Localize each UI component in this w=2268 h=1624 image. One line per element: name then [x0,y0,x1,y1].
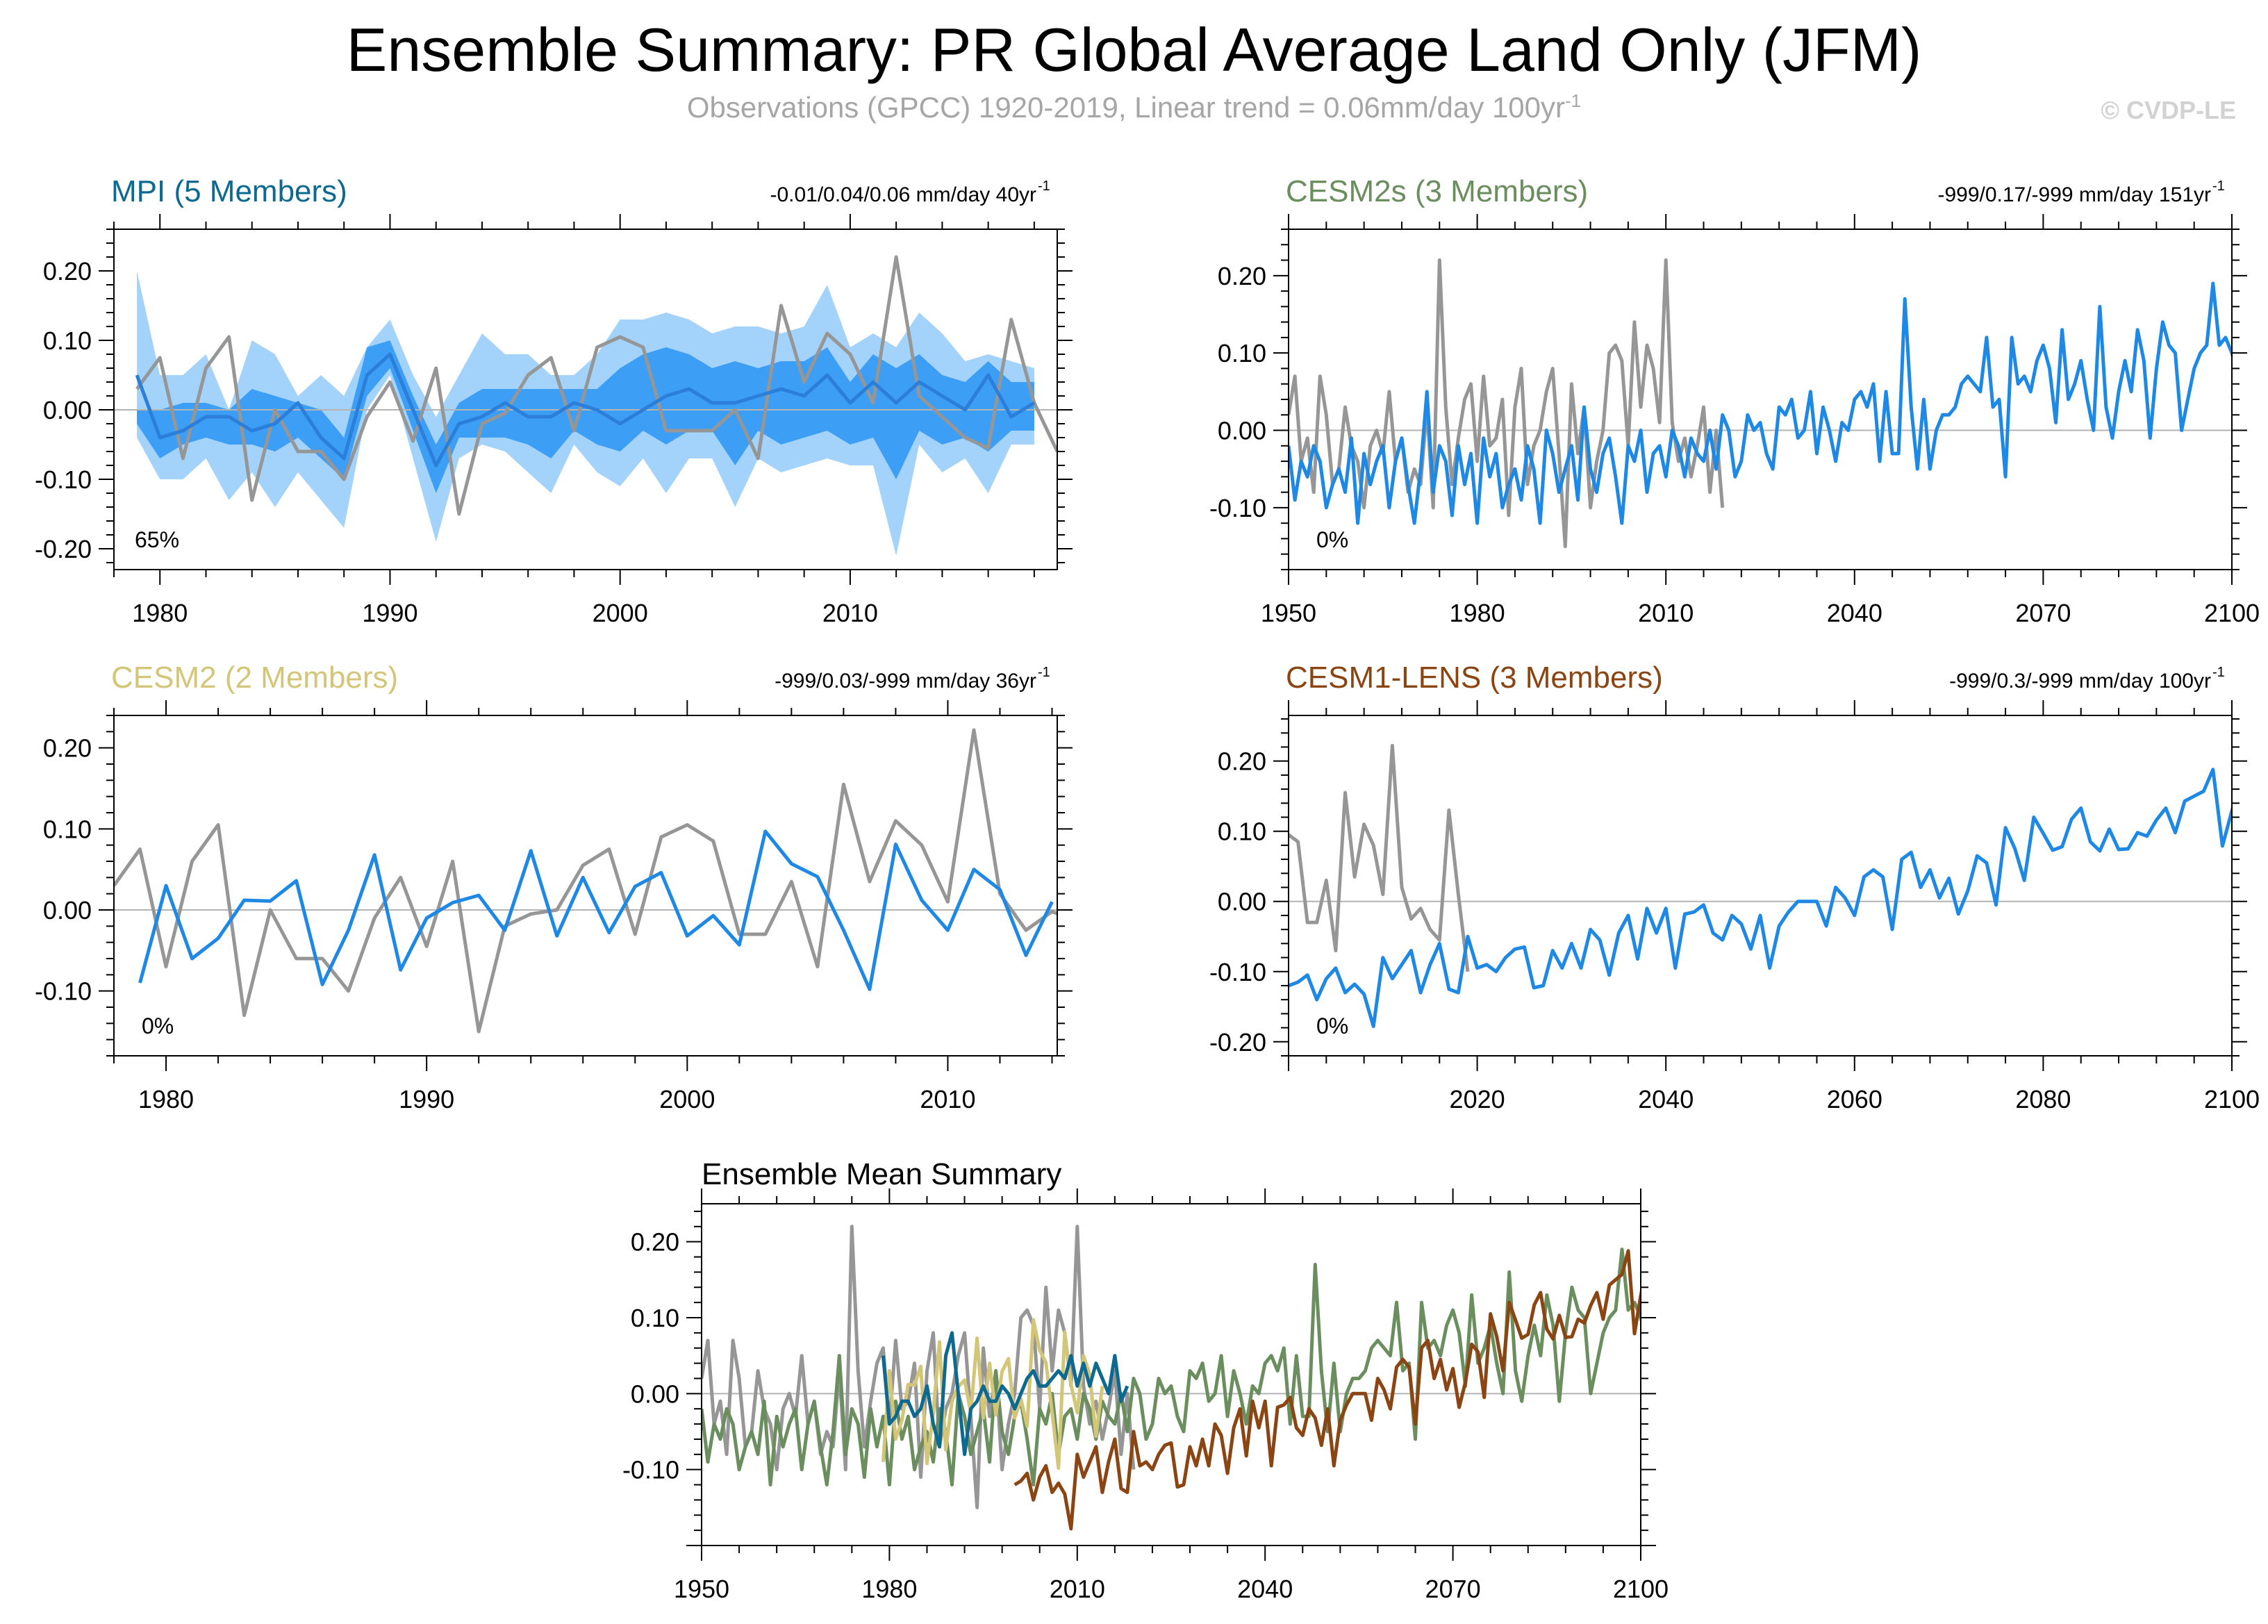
series-cesm2 [881,1318,1104,1470]
credit-label: © CVDP-LE [2101,96,2236,124]
series-ensemble-mean [135,352,1036,467]
y-tick-label: 0.00 [43,896,92,925]
x-tick-label: 2040 [1827,599,1882,627]
y-tick-label: 0.20 [1218,747,1266,776]
x-tick-label: 2040 [1638,1085,1694,1113]
panel-title: MPI (5 Members) [111,174,347,208]
x-tick-label: 1990 [362,599,417,627]
y-tick-label: 0.00 [1218,888,1266,916]
percent-label: 65% [135,527,179,552]
chart-cesm2s: 1950 1980 2010 2040 2070 2100 -0.10 0.00 0.10 0.2… [1209,174,2260,627]
chart-cesm2: 1980 1990 2000 2010 -0.10 0.00 0.10 0.20 CESM2 (… [35,661,1073,1113]
plot-area [114,255,1057,556]
x-tick-label: 2070 [2015,599,2071,627]
panel-title: CESM1-LENS (3 Members) [1286,661,1663,695]
plot-frame [1288,715,2233,1057]
trend-superscript: -1 [1038,665,1050,680]
y-tick-label: 0.20 [43,257,92,285]
y-tick-label: -0.20 [1209,1028,1266,1057]
x-tick-label: 2070 [1425,1575,1481,1603]
series-observations [114,728,1057,1034]
plot-area [702,1225,1641,1531]
trend-label: -999/0.17/-999 mm/day 151yr [1937,183,2211,206]
y-tick-label: 0.00 [1218,417,1266,445]
percent-label: 0% [1316,527,1348,552]
panel-title: CESM2 (2 Members) [111,661,398,695]
summary-title: Ensemble Mean Summary [702,1157,1061,1191]
x-tick-label: 2010 [920,1085,975,1113]
y-tick-label: 0.10 [1218,339,1266,367]
y-tick-label: 0.10 [1218,818,1266,846]
x-tick-label: 2000 [659,1085,715,1113]
x-tick-label: 1980 [861,1575,917,1603]
plot-frame [113,715,1058,1057]
x-tick-label: 2100 [1613,1575,1669,1603]
plot-area [114,728,1057,1034]
plot-area [1289,258,2232,549]
trend-superscript: -1 [1038,179,1050,194]
y-tick-label: 0.10 [631,1304,679,1332]
series-observations [135,255,1057,516]
x-tick-label: 2000 [593,599,648,627]
series-ensemble-member [138,829,1054,991]
trend-superscript: -1 [2212,179,2225,194]
y-tick-label: 0.10 [43,326,92,355]
y-tick-label: 0.20 [1218,262,1266,290]
plot-frame [701,1203,1641,1546]
x-tick-label: 2010 [1050,1575,1105,1603]
x-tick-label: 2040 [1237,1575,1293,1603]
chart-cesm1lens: 2020 2040 2060 2080 2100 -0.20 -0.10 0.00 0.10 0.… [1209,661,2260,1113]
series-mpi [881,1331,1129,1457]
y-tick-label: -0.10 [35,465,92,494]
trend-label: -999/0.03/-999 mm/day 36yr [775,670,1036,693]
trend-superscript: -1 [2212,665,2225,680]
x-tick-label: 1980 [132,599,188,627]
series-cesm2s [702,1248,1641,1486]
panel-title: CESM2s (3 Members) [1286,174,1588,208]
x-tick-label: 1950 [674,1575,729,1603]
x-tick-label: 2080 [2015,1085,2071,1113]
subtitle-superscript: -1 [1565,90,1582,111]
x-tick-label: 1950 [1261,599,1316,627]
x-tick-label: 2100 [2204,1085,2260,1113]
percent-label: 0% [1316,1013,1348,1038]
y-tick-label: 0.00 [43,396,92,424]
plot-area [1289,743,2232,1029]
x-tick-label: 2010 [822,599,878,627]
y-tick-label: 0.20 [631,1228,679,1257]
series-ensemble-member [1289,768,2232,1029]
x-tick-label: 1990 [399,1085,454,1113]
chart-mpi: 1980 1990 2000 2010 -0.20 -0.10 0.00 0.10 0.20 MP… [35,174,1073,627]
x-tick-label: 1980 [138,1085,194,1113]
x-tick-label: 2060 [1827,1085,1882,1113]
y-tick-label: -0.20 [35,535,92,563]
figure-subtitle: Observations (GPCC) 1920-2019, Linear tr… [0,90,2268,124]
plot-frame [1288,229,2233,570]
figure-title: Ensemble Summary: PR Global Average Land… [346,15,1922,84]
x-tick-label: 2010 [1638,599,1694,627]
y-tick-label: -0.10 [1209,958,1266,986]
series-observations [1289,258,1725,549]
y-tick-label: -0.10 [1209,494,1266,522]
x-tick-label: 1980 [1450,599,1505,627]
percent-label: 0% [142,1013,174,1038]
spread-band-inner [137,340,1034,493]
x-tick-label: 2020 [1450,1085,1505,1113]
series-observations [1289,743,1470,972]
series-cesm1-lens [1013,1249,1641,1531]
trend-label: -0.01/0.04/0.06 mm/day 40yr [770,183,1036,206]
y-tick-label: -0.10 [622,1456,679,1484]
chart-summary: 1950 1980 2010 2040 2070 2100 -0.10 0.00 0.10 0.2… [622,1157,1669,1603]
subtitle-text: Observations (GPCC) 1920-2019, Linear tr… [686,91,1566,124]
x-tick-label: 2100 [2204,599,2260,627]
plot-frame [113,229,1058,570]
y-tick-label: -0.10 [35,977,92,1006]
y-tick-label: 0.00 [631,1379,679,1408]
trend-label: -999/0.3/-999 mm/day 100yr [1949,670,2211,693]
series-ensemble-member [1289,281,2232,525]
y-tick-label: 0.20 [43,734,92,763]
y-tick-label: 0.10 [43,815,92,843]
